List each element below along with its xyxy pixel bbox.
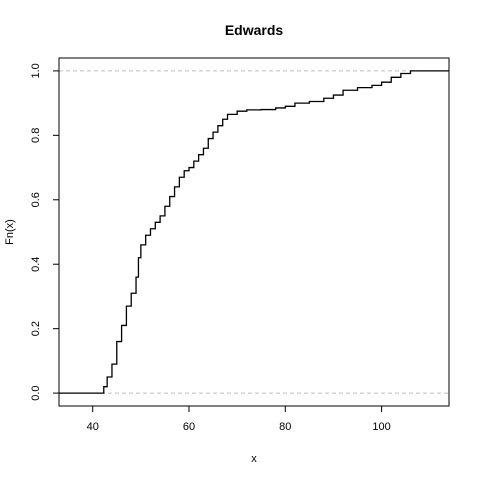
y-tick-label: 0.2 bbox=[30, 321, 42, 336]
y-tick-label: 0.6 bbox=[30, 192, 42, 207]
x-tick-label: 40 bbox=[87, 421, 99, 433]
plot-frame bbox=[58, 57, 450, 407]
y-tick-label: 0.0 bbox=[30, 385, 42, 400]
x-tick-label: 80 bbox=[279, 421, 291, 433]
y-axis: 0.0 0.2 0.4 0.6 0.8 1.0 bbox=[30, 63, 59, 401]
ecdf-series bbox=[59, 70, 449, 394]
x-tick-label: 100 bbox=[372, 421, 390, 433]
y-tick-label: 0.8 bbox=[30, 128, 42, 143]
x-axis: 40 60 80 100 bbox=[87, 406, 391, 433]
y-tick-label: 0.4 bbox=[30, 257, 42, 272]
x-tick-label: 60 bbox=[183, 421, 195, 433]
y-axis-label: Fn(x) bbox=[4, 219, 16, 245]
y-tick-label: 1.0 bbox=[30, 63, 42, 78]
x-axis-label: x bbox=[251, 453, 257, 465]
ecdf-step-line bbox=[59, 70, 449, 394]
reference-lines bbox=[59, 70, 449, 394]
chart-title: Edwards bbox=[225, 22, 284, 38]
